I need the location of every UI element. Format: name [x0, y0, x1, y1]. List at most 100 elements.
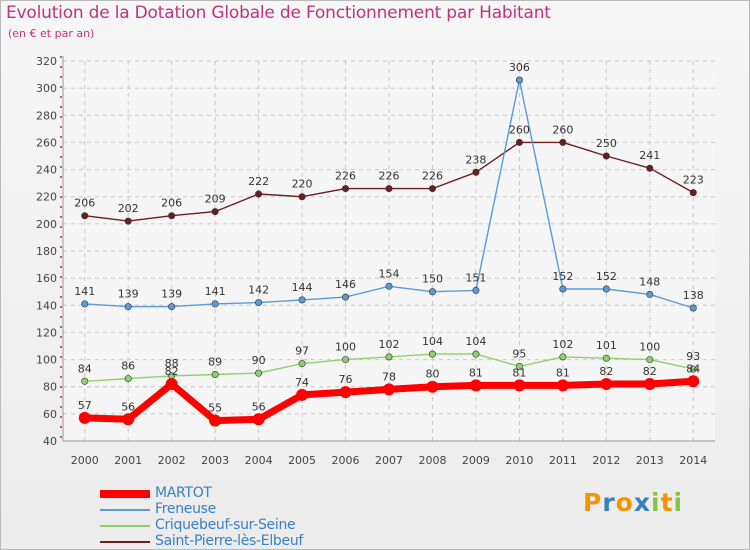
y-tick-label: 160 — [36, 272, 57, 285]
logo-letter: x — [633, 488, 651, 517]
data-point-martot — [122, 413, 135, 426]
data-point-criquebeuf-sur-seine — [689, 365, 697, 373]
data-point-freneuse — [298, 296, 306, 304]
x-tick-label: 2012 — [592, 454, 620, 467]
data-label-saint-pierre-les-elbeuf: 238 — [465, 153, 486, 166]
x-tick-label: 2003 — [201, 454, 229, 467]
data-point-freneuse — [342, 293, 350, 301]
data-point-freneuse — [515, 76, 523, 84]
data-point-martot — [252, 413, 265, 426]
data-point-martot — [296, 388, 309, 401]
data-point-freneuse — [646, 290, 654, 298]
data-label-martot: 84 — [686, 362, 700, 375]
data-label-saint-pierre-les-elbeuf: 206 — [74, 197, 95, 210]
data-label-freneuse: 139 — [118, 288, 139, 301]
data-point-criquebeuf-sur-seine — [81, 377, 89, 385]
data-label-saint-pierre-les-elbeuf: 226 — [335, 170, 356, 183]
data-point-freneuse — [428, 288, 436, 296]
data-point-saint-pierre-les-elbeuf — [428, 185, 436, 193]
y-tick-label: 200 — [36, 218, 57, 231]
data-label-martot: 56 — [121, 400, 135, 413]
y-tick-label: 280 — [36, 109, 57, 122]
data-label-freneuse: 142 — [248, 284, 269, 297]
x-tick-label: 2004 — [245, 454, 273, 467]
series-martot — [78, 375, 700, 427]
data-point-criquebeuf-sur-seine — [602, 354, 610, 362]
data-point-criquebeuf-sur-seine — [515, 362, 523, 370]
data-label-freneuse: 141 — [74, 285, 95, 298]
y-tick-label: 320 — [36, 55, 57, 68]
data-point-criquebeuf-sur-seine — [342, 356, 350, 364]
data-point-freneuse — [255, 299, 263, 307]
legend-label: MARTOT — [155, 485, 212, 501]
data-label-criquebeuf-sur-seine: 100 — [335, 341, 356, 354]
data-point-martot — [383, 383, 395, 396]
data-point-martot — [556, 379, 569, 392]
data-label-martot: 81 — [469, 366, 483, 379]
data-point-freneuse — [689, 304, 697, 312]
data-point-saint-pierre-les-elbeuf — [81, 212, 89, 220]
x-tick-label: 2000 — [71, 454, 99, 467]
data-label-saint-pierre-les-elbeuf: 241 — [639, 149, 660, 162]
data-label-criquebeuf-sur-seine: 84 — [78, 362, 92, 375]
data-point-freneuse — [81, 300, 89, 308]
legend-swatch — [100, 541, 150, 543]
data-point-freneuse — [602, 285, 610, 293]
x-tick-label: 2014 — [679, 454, 707, 467]
data-label-saint-pierre-les-elbeuf: 260 — [552, 123, 573, 136]
legend-swatch — [100, 525, 150, 527]
data-label-criquebeuf-sur-seine: 88 — [165, 357, 179, 370]
x-tick-label: 2008 — [418, 454, 446, 467]
y-tick-label: 40 — [43, 435, 57, 448]
data-label-saint-pierre-les-elbeuf: 223 — [683, 174, 704, 187]
data-label-saint-pierre-les-elbeuf: 202 — [118, 202, 139, 215]
logo-letter: o — [615, 488, 634, 517]
series-lines — [78, 76, 700, 427]
data-label-freneuse: 154 — [379, 267, 400, 280]
logo-letter: i — [651, 488, 661, 517]
data-point-martot — [426, 380, 439, 393]
data-point-martot — [339, 386, 352, 399]
y-tick-label: 240 — [36, 164, 57, 177]
x-tick-label: 2005 — [288, 454, 316, 467]
data-point-martot — [78, 411, 91, 424]
logo-letter: i — [673, 488, 684, 517]
data-label-freneuse: 148 — [639, 275, 660, 288]
data-label-martot: 80 — [425, 368, 439, 381]
data-point-saint-pierre-les-elbeuf — [646, 164, 654, 172]
data-label-martot: 57 — [78, 399, 92, 412]
x-tick-label: 2013 — [636, 454, 664, 467]
data-point-criquebeuf-sur-seine — [298, 360, 306, 368]
data-point-criquebeuf-sur-seine — [255, 369, 263, 377]
data-label-saint-pierre-les-elbeuf: 206 — [161, 197, 182, 210]
data-point-saint-pierre-les-elbeuf — [559, 138, 567, 146]
data-point-saint-pierre-les-elbeuf — [602, 152, 610, 160]
x-tick-label: 2010 — [505, 454, 533, 467]
data-point-criquebeuf-sur-seine — [646, 356, 654, 364]
data-point-saint-pierre-les-elbeuf — [168, 212, 176, 220]
data-label-criquebeuf-sur-seine: 104 — [465, 335, 486, 348]
y-tick-label: 100 — [36, 354, 57, 367]
data-point-freneuse — [168, 303, 176, 311]
y-tick-label: 120 — [36, 326, 57, 339]
data-point-saint-pierre-les-elbeuf — [211, 208, 219, 216]
data-point-martot — [165, 378, 178, 390]
data-label-martot: 76 — [339, 373, 353, 386]
data-label-martot: 74 — [295, 376, 309, 389]
data-label-freneuse: 144 — [292, 281, 313, 294]
y-tick-label: 80 — [43, 381, 57, 394]
data-point-criquebeuf-sur-seine — [472, 350, 480, 358]
data-point-freneuse — [211, 300, 219, 308]
y-tick-label: 180 — [36, 245, 57, 258]
data-point-freneuse — [559, 285, 567, 293]
data-label-saint-pierre-les-elbeuf: 222 — [248, 175, 269, 188]
data-point-freneuse — [385, 282, 393, 290]
data-label-saint-pierre-les-elbeuf: 260 — [509, 123, 530, 136]
data-labels: 206 202 206 209 222 220 226 226 226 238 260 260 250 2… — [74, 61, 704, 415]
data-label-criquebeuf-sur-seine: 97 — [295, 345, 309, 358]
x-tick-label: 2011 — [549, 454, 577, 467]
series-criquebeuf-sur-seine — [81, 350, 697, 385]
data-label-criquebeuf-sur-seine: 100 — [639, 341, 660, 354]
data-point-martot — [513, 379, 526, 392]
data-point-freneuse — [124, 303, 132, 311]
